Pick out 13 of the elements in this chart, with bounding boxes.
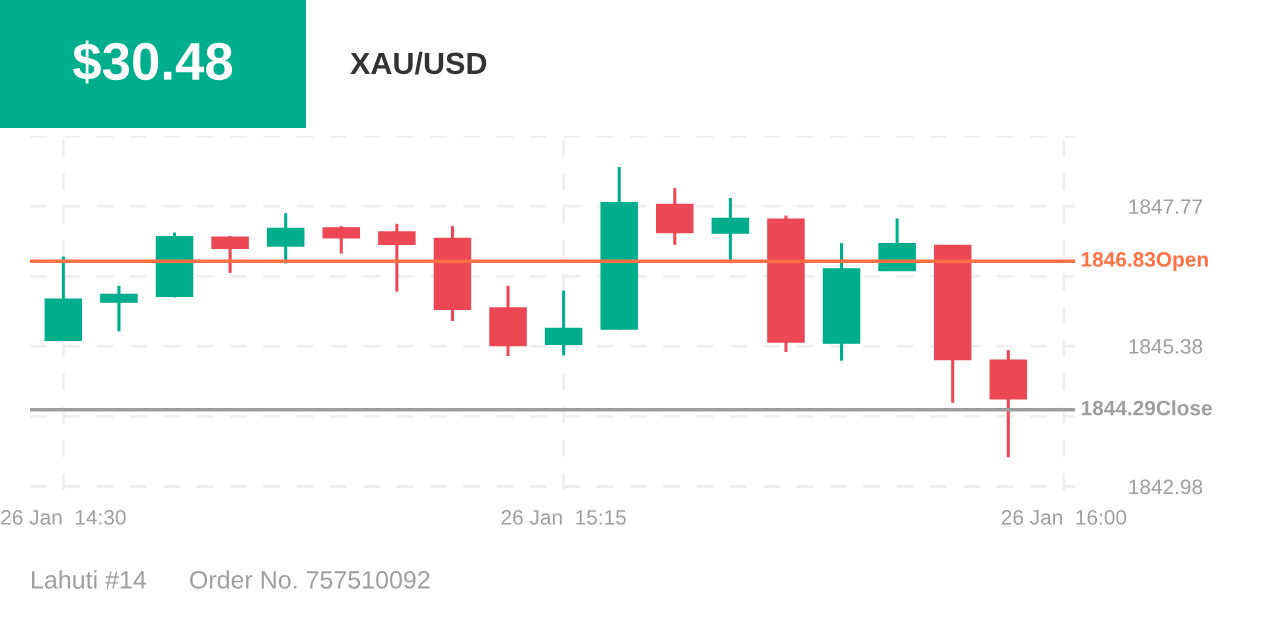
ref-line-label: 1844.29Close [1081,400,1212,416]
text: $30.48 [72,40,233,84]
candlestick [100,284,138,332]
x-tick-label: 26 Jan 16:00 [1001,509,1127,525]
chart-title: XAU/USD [350,51,487,75]
text: Lahuti #14 [32,570,147,589]
text: Order No. 757510092 [190,570,430,589]
y-tick-label: 1845.38 [1129,339,1203,354]
y-tick-label: 1842.98 [1129,479,1203,495]
x-tick-label: 26 Jan 14:30 [1,509,126,525]
ref-line-label: 1846.83Open [1081,252,1208,271]
y-tick-label: 1847.77 [1129,199,1203,214]
x-tick-label: 26 Jan 15:15 [501,509,626,525]
